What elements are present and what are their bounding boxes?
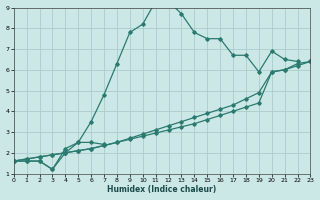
X-axis label: Humidex (Indice chaleur): Humidex (Indice chaleur) bbox=[108, 185, 217, 194]
